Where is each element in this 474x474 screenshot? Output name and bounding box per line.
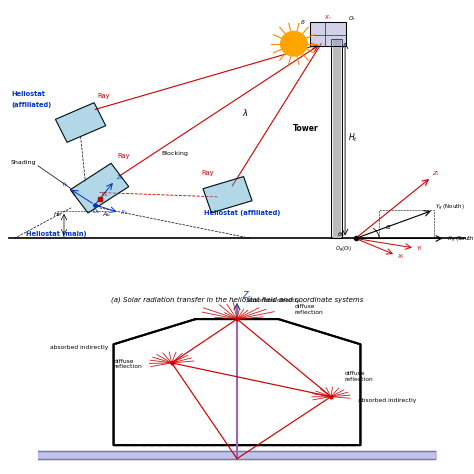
Polygon shape xyxy=(55,103,106,142)
Text: Ray: Ray xyxy=(118,153,130,158)
Text: Heliostat: Heliostat xyxy=(12,91,46,97)
Bar xyxy=(310,22,346,46)
Text: $O_r$: $O_r$ xyxy=(348,15,356,24)
Text: Blocking: Blocking xyxy=(161,151,188,156)
Text: Shading: Shading xyxy=(10,160,36,165)
Text: $A_b$: $A_b$ xyxy=(102,210,111,219)
Text: Ray: Ray xyxy=(97,93,109,100)
Text: $E_b$: $E_b$ xyxy=(101,190,109,199)
Bar xyxy=(333,39,340,238)
Polygon shape xyxy=(203,176,252,213)
Text: (a) Solar radiation transfer in the heliostat field and coordinate systems: (a) Solar radiation transfer in the heli… xyxy=(111,297,363,303)
Text: Ray: Ray xyxy=(201,170,214,176)
Text: absorbed indirectly: absorbed indirectly xyxy=(358,398,416,403)
Text: $X_g$ (South): $X_g$ (South) xyxy=(447,235,474,245)
Text: $\theta_b$: $\theta_b$ xyxy=(337,230,346,239)
Text: diffuse
reflection: diffuse reflection xyxy=(114,358,142,369)
Text: $Z_b$: $Z_b$ xyxy=(116,173,124,182)
Text: $Z_r$: $Z_r$ xyxy=(242,290,253,302)
Circle shape xyxy=(281,31,307,56)
Text: Heliostat (affiliated): Heliostat (affiliated) xyxy=(204,210,280,216)
Bar xyxy=(310,22,346,46)
Text: $Z_l$: $Z_l$ xyxy=(432,169,440,178)
Text: $Y_l$: $Y_l$ xyxy=(416,244,423,253)
Polygon shape xyxy=(70,164,129,213)
Text: diffuse
reflection: diffuse reflection xyxy=(345,371,373,382)
Text: (affiliated): (affiliated) xyxy=(12,102,52,108)
Text: Tower: Tower xyxy=(293,124,319,133)
Text: Heliostat (main): Heliostat (main) xyxy=(26,231,87,237)
Text: $\delta$: $\delta$ xyxy=(300,18,306,26)
Text: $H_t$: $H_t$ xyxy=(348,131,358,144)
Text: $\alpha$: $\alpha$ xyxy=(385,223,392,231)
Text: $O_b$: $O_b$ xyxy=(92,207,101,216)
Text: diffuse
reflection: diffuse reflection xyxy=(294,304,323,315)
Text: absorbed indirectly: absorbed indirectly xyxy=(50,345,108,350)
Text: absorbed directly: absorbed directly xyxy=(246,299,299,303)
Text: $\lambda$: $\lambda$ xyxy=(242,107,248,118)
Text: $X_r$: $X_r$ xyxy=(324,13,332,22)
Text: $Y_g$ (Nouth): $Y_g$ (Nouth) xyxy=(435,202,465,213)
Text: $Y_b$: $Y_b$ xyxy=(61,181,68,189)
Text: $X_b$: $X_b$ xyxy=(120,209,128,217)
Bar xyxy=(331,39,342,238)
Text: $X_l$: $X_l$ xyxy=(397,252,405,261)
Text: $H_b$: $H_b$ xyxy=(53,210,63,219)
Text: $O_g(O_l)$: $O_g(O_l)$ xyxy=(335,245,353,255)
